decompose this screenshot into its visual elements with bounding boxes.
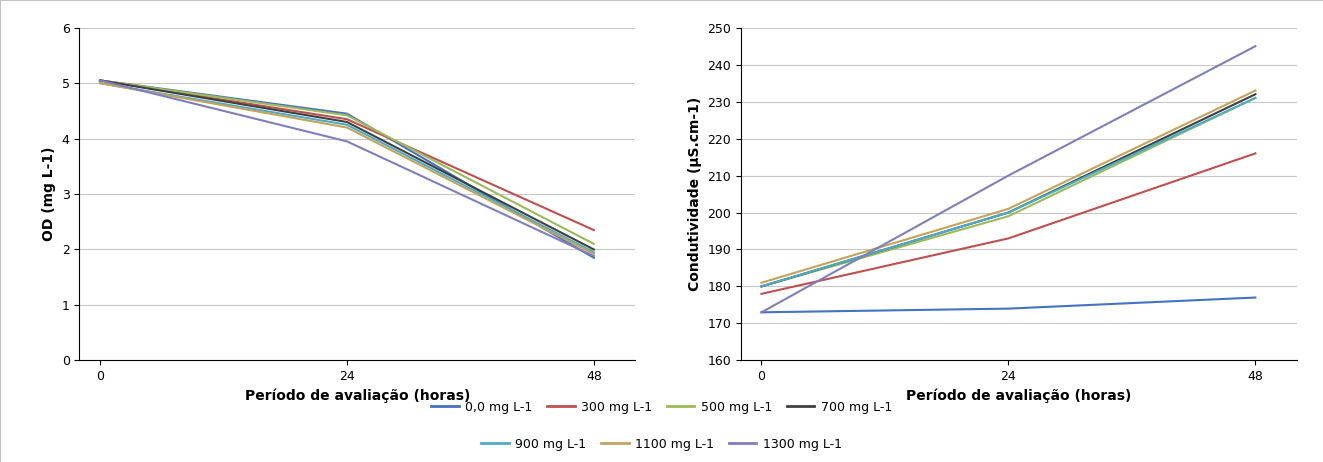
Legend: 900 mg L-1, 1100 mg L-1, 1300 mg L-1: 900 mg L-1, 1100 mg L-1, 1300 mg L-1 (476, 433, 847, 456)
Y-axis label: Condutividade (μS.cm-1): Condutividade (μS.cm-1) (688, 97, 701, 291)
Legend: 0,0 mg L-1, 300 mg L-1, 500 mg L-1, 700 mg L-1: 0,0 mg L-1, 300 mg L-1, 500 mg L-1, 700 … (426, 396, 897, 419)
Y-axis label: OD (mg L-1): OD (mg L-1) (42, 147, 56, 241)
X-axis label: Período de avaliação (horas): Período de avaliação (horas) (906, 389, 1131, 403)
X-axis label: Período de avaliação (horas): Período de avaliação (horas) (245, 389, 470, 403)
